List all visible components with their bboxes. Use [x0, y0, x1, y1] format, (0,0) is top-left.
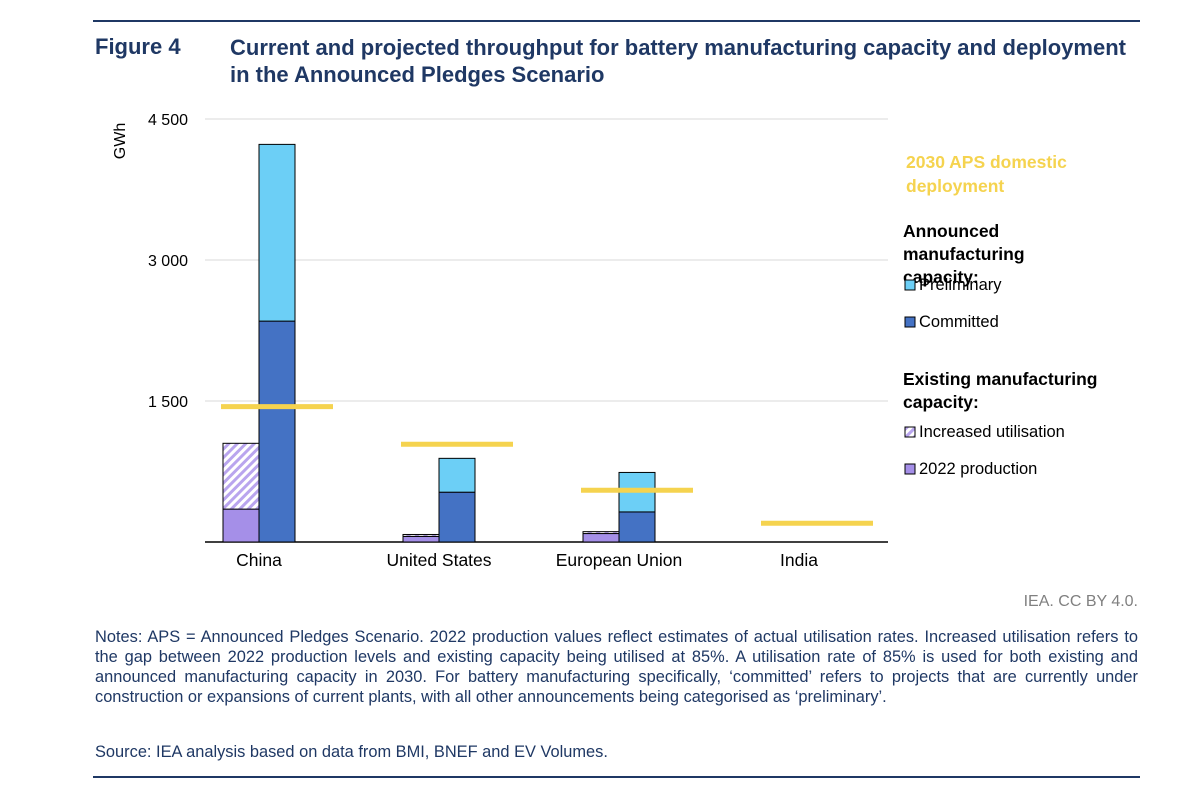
legend-swatch-committed [904, 316, 916, 328]
legend-swatch-preliminary [904, 279, 916, 291]
legend-swatch-increased-utilisation [904, 426, 916, 438]
bar-2022-production-united-states [402, 535, 440, 543]
bar-preliminary-united-states [438, 457, 476, 493]
x-tick-label: United States [386, 550, 491, 570]
bar-committed-united-states [438, 491, 476, 543]
legend-label-2022-production: 2022 production [919, 460, 1037, 478]
credit-line: IEA. CC BY 4.0. [1023, 593, 1138, 610]
y-axis-label: GWh [112, 123, 129, 159]
bar-increased-utilisation-european-union [582, 531, 620, 535]
y-tick-label: 1 500 [148, 394, 188, 411]
bar-chart: 1 500 3 000 4 500 GWh China United States Euro… [112, 112, 1097, 570]
legend-existing-header: Existing manufacturing capacity: [903, 369, 1097, 412]
x-tick-label: India [780, 550, 818, 570]
bottom-rule [93, 776, 1140, 778]
bar-2022-production-china [222, 508, 260, 543]
legend-swatch-2022-production [904, 463, 916, 475]
bar-2022-production-european-union [582, 533, 620, 543]
bar-preliminary-china [258, 143, 296, 322]
bars [222, 143, 656, 543]
legend-label-preliminary: Preliminary [919, 276, 1002, 294]
figure-title: Current and projected throughput for bat… [230, 35, 1126, 87]
bar-committed-china [258, 320, 296, 543]
top-rule [93, 20, 1140, 22]
bar-increased-utilisation-united-states [402, 533, 440, 537]
y-tick-label: 3 000 [148, 253, 188, 270]
legend-deployment-label: 2030 APS domestic deployment [906, 152, 1067, 196]
x-tick-label: European Union [556, 550, 682, 570]
figure-label: Figure 4 [95, 34, 181, 59]
deployment-lines [221, 404, 873, 526]
notes-text: Notes: APS = Announced Pledges Scenario.… [95, 628, 1138, 706]
bar-increased-utilisation-china [222, 442, 260, 510]
legend: 2030 APS domestic deployment Announced manu… [903, 152, 1097, 478]
x-tick-label: China [236, 550, 282, 570]
source-text: Source: IEA analysis based on data from … [95, 743, 608, 761]
legend-announced-header: Announced manufacturing capacity: [903, 221, 1025, 287]
legend-label-committed: Committed [919, 313, 999, 331]
axis-labels: 1 500 3 000 4 500 GWh China United States Euro… [112, 112, 818, 570]
gridlines [205, 118, 888, 402]
bar-committed-european-union [618, 511, 656, 543]
y-tick-label: 4 500 [148, 112, 188, 129]
legend-label-increased-utilisation: Increased utilisation [919, 423, 1065, 441]
